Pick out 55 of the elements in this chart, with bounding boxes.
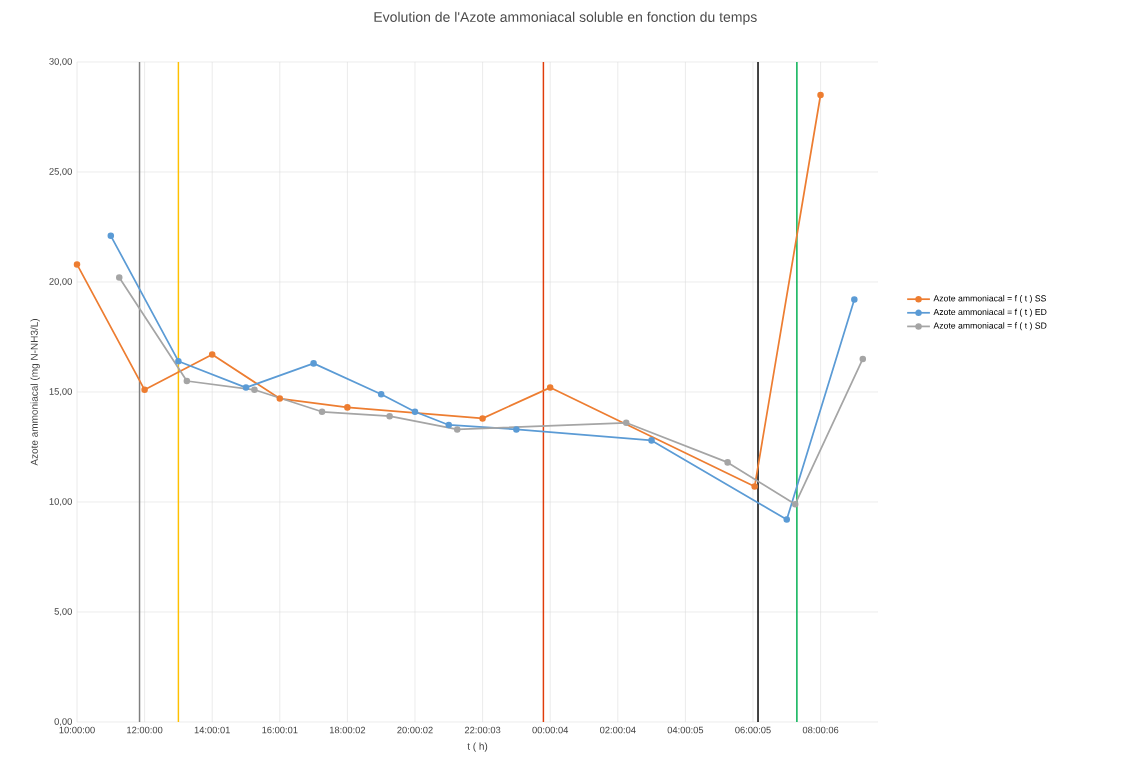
point [276, 395, 284, 402]
point [411, 408, 419, 416]
point [479, 415, 486, 422]
point [445, 421, 453, 429]
chart-title: Evolution de l'Azote ammoniacal soluble en fonction du temps [374, 11, 757, 25]
point [648, 437, 655, 444]
point [817, 91, 824, 99]
legend-label: Azote ammoniacal = f ( t ) ED [933, 308, 1047, 317]
point [377, 390, 385, 398]
point [386, 412, 393, 420]
point [242, 384, 250, 391]
x-tick-label: 10:00:00 [59, 726, 95, 734]
point [318, 408, 326, 416]
x-tick-label: 08:00:06 [802, 726, 839, 734]
x-tick-label: 06:00:05 [735, 726, 771, 734]
point [115, 274, 123, 281]
x-tick-label: 16:00:01 [262, 726, 298, 734]
x-tick-label: 02:00:04 [599, 726, 636, 734]
x-axis-title: t ( h) [467, 742, 488, 752]
y-axis-title: Azote ammoniacal (mg N-NH3/L) [30, 319, 40, 466]
x-tick-label: 04:00:05 [667, 726, 704, 734]
point [622, 419, 630, 427]
point [107, 232, 115, 240]
x-tick-label: 20:00:02 [397, 726, 433, 734]
legend-label: Azote ammoniacal = f ( t ) SD [933, 322, 1047, 331]
point [208, 351, 216, 358]
point [141, 386, 148, 394]
y-tick-label: 15,00 [49, 388, 72, 396]
point [859, 355, 867, 363]
point [513, 426, 520, 433]
y-tick-label: 10,00 [49, 498, 72, 506]
x-tick-label: 22:00:03 [464, 726, 501, 734]
point [453, 426, 461, 433]
point [783, 516, 791, 523]
point [724, 459, 731, 466]
point [791, 500, 799, 508]
x-tick-label: 00:00:04 [532, 726, 569, 734]
point [183, 377, 191, 385]
point [546, 384, 554, 391]
x-tick-label: 12:00:00 [127, 726, 163, 734]
point [73, 261, 81, 268]
y-tick-label: 5,00 [54, 608, 72, 616]
point [344, 404, 351, 411]
x-tick-label: 18:00:02 [329, 726, 366, 734]
legend-label: Azote ammoniacal = f ( t ) SS [933, 295, 1046, 304]
y-tick-label: 0,00 [54, 718, 72, 726]
point [310, 360, 317, 367]
y-tick-label: 30,00 [49, 58, 72, 66]
point [251, 386, 258, 394]
y-tick-label: 25,00 [49, 168, 72, 176]
x-tick-label: 14:00:01 [194, 726, 230, 734]
point [851, 296, 858, 303]
point [175, 357, 182, 365]
y-tick-label: 20,00 [49, 278, 72, 286]
point [751, 483, 758, 490]
